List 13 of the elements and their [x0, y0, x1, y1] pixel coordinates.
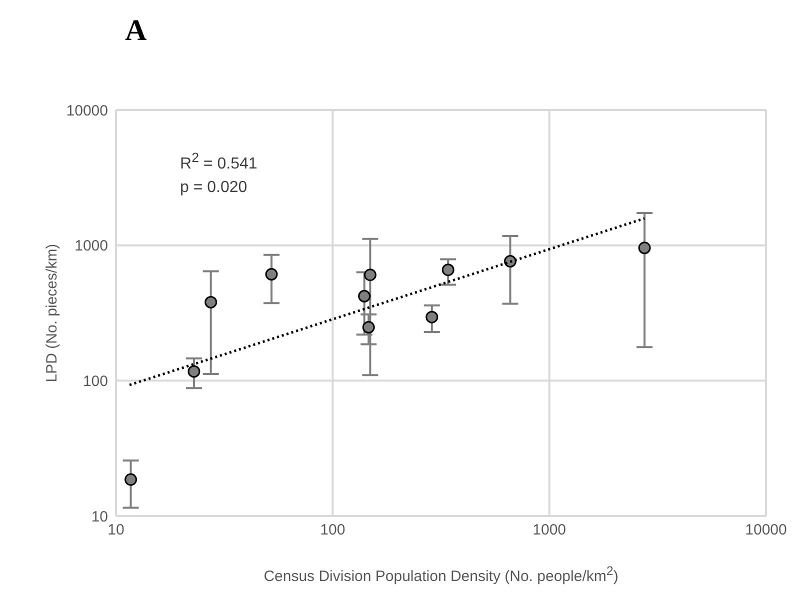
y-tick-label: 100 — [82, 372, 108, 390]
x-tick-label: 1000 — [532, 522, 566, 539]
annotation: R$^{2}$ = 0.541 — [180, 149, 258, 174]
x-tick-label: 100 — [320, 522, 346, 539]
chart-title: A — [125, 14, 147, 48]
y-tick-label: 10 — [91, 508, 108, 526]
y-axis-title: LPD (No. pieces/km) — [43, 244, 60, 382]
x-tick-label: 10 — [108, 522, 124, 539]
y-tick-label: 10000 — [66, 102, 108, 120]
x-axis-title: Census Division Population Density (No. people/km$^{2}$) — [262, 564, 620, 585]
x-tick-label: 10000 — [745, 522, 787, 539]
annotation: p = 0.020 — [180, 178, 248, 198]
y-tick-label: 1000 — [74, 238, 108, 255]
